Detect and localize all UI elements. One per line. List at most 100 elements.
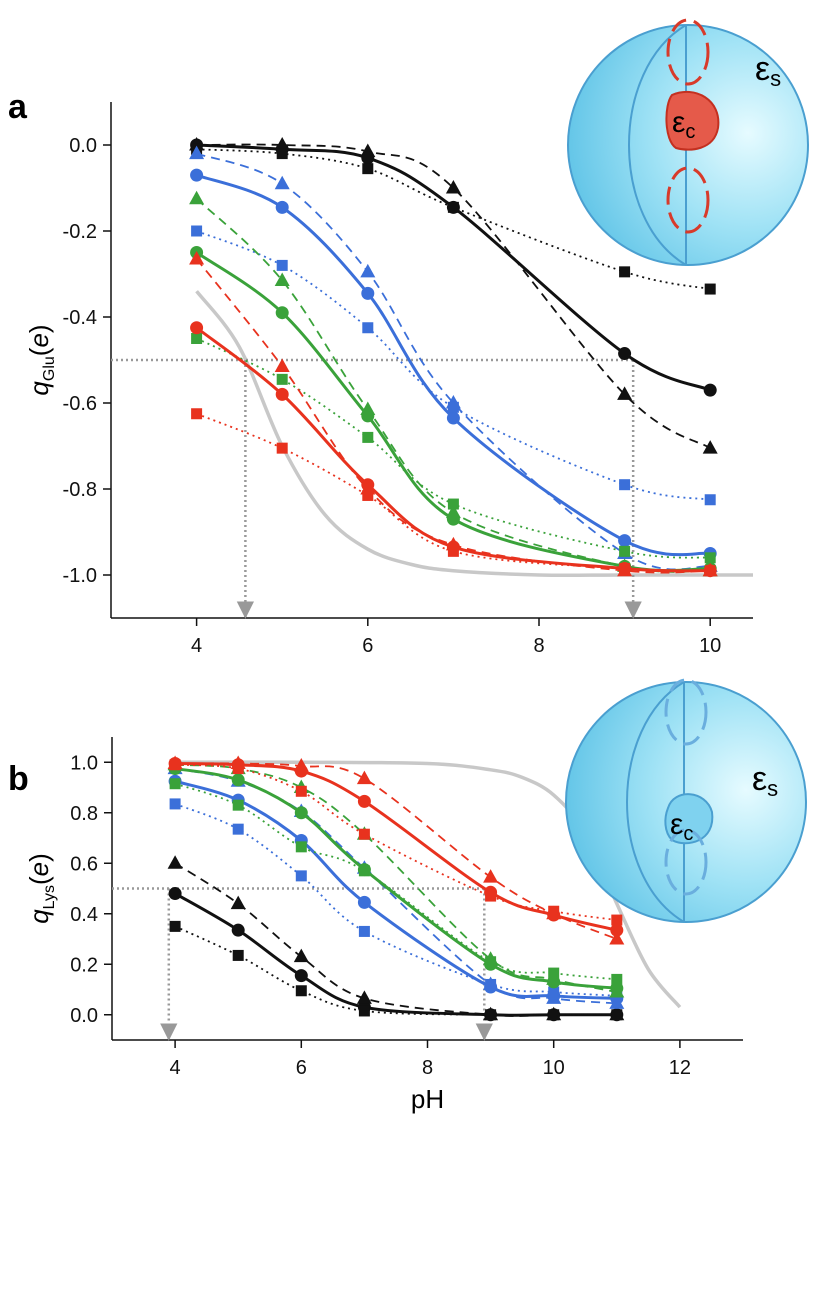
marker (276, 373, 288, 385)
inset-label: εc (670, 808, 693, 845)
inset-label: εs (755, 50, 781, 91)
y-tick-label: -0.6 (63, 393, 97, 415)
marker (610, 923, 624, 937)
marker (357, 895, 371, 909)
marker (295, 870, 307, 882)
marker (358, 1005, 370, 1017)
epsilon: ε (672, 106, 685, 139)
marker (169, 920, 181, 932)
x-tick-label: 6 (296, 1057, 307, 1079)
marker (357, 794, 371, 808)
ylabel-open: ( (24, 347, 54, 356)
marker (358, 925, 370, 937)
marker (274, 175, 290, 190)
marker (232, 949, 244, 961)
marker (295, 785, 307, 797)
marker (611, 914, 623, 926)
y-tick-label: 0.4 (70, 904, 98, 926)
marker (293, 758, 309, 772)
marker (609, 984, 625, 998)
x-tick-label: 6 (362, 635, 373, 657)
panel-label: b (8, 760, 29, 798)
marker (191, 333, 203, 344)
marker (703, 383, 717, 397)
marker (702, 440, 718, 454)
marker (618, 347, 632, 361)
marker (445, 504, 461, 519)
y-tick-label: 0.0 (70, 1005, 98, 1027)
marker (704, 565, 716, 577)
marker (447, 545, 459, 557)
marker (362, 322, 374, 334)
marker (230, 895, 246, 910)
marker (358, 828, 370, 840)
marker (704, 552, 716, 564)
epsilon: ε (755, 50, 770, 88)
marker (548, 986, 560, 998)
series-line (195, 326, 711, 573)
marker (191, 408, 203, 420)
marker (294, 806, 308, 820)
marker (548, 967, 560, 979)
ylabel-subscript: Glu (41, 356, 58, 381)
marker (167, 855, 183, 869)
y-tick-label: 0.8 (70, 803, 98, 825)
x-tick-label: 8 (422, 1057, 433, 1079)
marker (618, 534, 632, 548)
inset-label: εs (752, 760, 778, 801)
y-tick-label: -1.0 (63, 565, 97, 587)
marker (274, 137, 290, 151)
marker (447, 498, 459, 510)
ylabel-open: ( (24, 876, 54, 885)
marker (446, 411, 460, 425)
x-tick-label: 4 (191, 635, 202, 657)
ylabel-close: ) (24, 853, 54, 862)
marker (447, 201, 459, 213)
marker (619, 479, 631, 491)
y-tick-label: 0.2 (70, 954, 98, 976)
marker (169, 778, 181, 790)
marker (485, 890, 497, 902)
y-tick-label: 1.0 (70, 752, 98, 774)
y-tick-label: -0.8 (63, 479, 97, 501)
y-tick-label: 0.0 (69, 135, 97, 157)
marker (356, 990, 372, 1004)
marker (231, 773, 245, 787)
marker (548, 905, 560, 917)
marker (190, 321, 204, 335)
marker (168, 887, 182, 901)
marker (294, 969, 308, 983)
marker (275, 200, 289, 214)
marker (483, 869, 499, 883)
ylabel-symbol: q (24, 381, 54, 396)
subscript: c (685, 121, 695, 143)
y-tick-label: -0.2 (63, 221, 97, 243)
marker (276, 442, 288, 454)
x-tick-label: 10 (699, 635, 721, 657)
marker (276, 148, 288, 160)
x-tick-label: 8 (533, 635, 544, 657)
marker (169, 798, 181, 810)
y-axis-label: qGlu(e) (24, 324, 58, 395)
marker (293, 948, 309, 963)
panel-label: a (8, 88, 28, 126)
marker (362, 431, 374, 443)
marker (360, 143, 376, 157)
x-tick-label: 4 (170, 1057, 181, 1079)
marker (360, 401, 376, 415)
marker (447, 401, 459, 413)
marker (704, 283, 716, 295)
marker (704, 494, 716, 506)
marker (360, 263, 376, 278)
marker (232, 763, 244, 775)
marker (358, 865, 370, 877)
marker (189, 250, 205, 265)
subscript: s (767, 776, 778, 801)
x-tick-label: 12 (669, 1057, 691, 1079)
marker (362, 163, 374, 175)
marker (445, 180, 461, 194)
marker (611, 1009, 623, 1021)
y-axis-label: qLys(e) (24, 853, 58, 924)
epsilon: ε (752, 760, 767, 798)
